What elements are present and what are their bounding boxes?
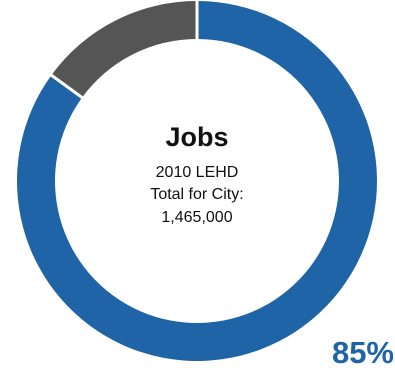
chart-subtitle-line-1: 2010 LEHD xyxy=(156,164,239,181)
chart-subtitle-line-3: 1,465,000 xyxy=(161,209,232,226)
slice-15-percent xyxy=(51,1,198,98)
slice-divider-2 xyxy=(49,73,84,100)
chart-title: Jobs xyxy=(165,122,228,152)
slices-group xyxy=(16,0,377,361)
data-label-85-percent: 85% xyxy=(332,335,394,368)
chart-subtitle-line-2: Total for City: xyxy=(150,186,243,203)
